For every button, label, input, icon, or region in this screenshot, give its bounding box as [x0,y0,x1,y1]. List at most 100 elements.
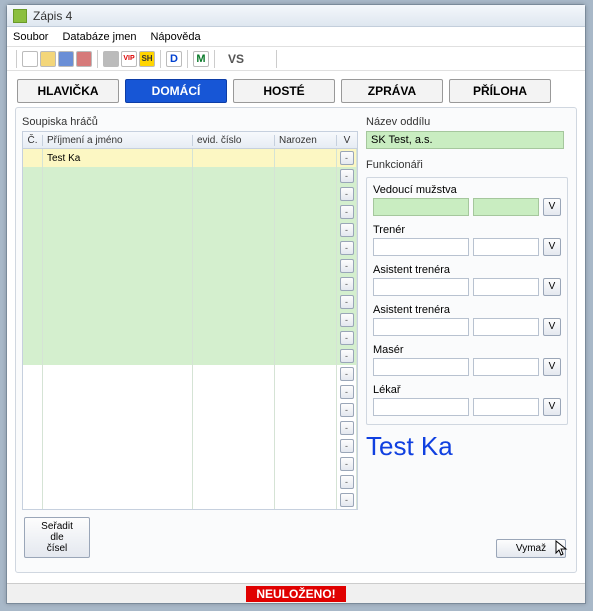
table-row[interactable]: Test Ka- [23,149,357,167]
status-unsaved: NEULOŽENO! [246,586,345,602]
row-remove-button[interactable]: - [340,493,354,507]
vedouci-id-input[interactable] [473,198,539,216]
label-asistent1: Asistent trenéra [373,264,561,276]
row-remove-button[interactable]: - [340,331,354,345]
table-row[interactable]: - [23,329,357,347]
main-tabs: HLAVIČKA DOMÁCÍ HOSTÉ ZPRÁVA PŘÍLOHA [7,71,585,109]
menubar: Soubor Databáze jmen Nápověda [7,27,585,47]
menu-help[interactable]: Nápověda [150,31,200,43]
sort-button[interactable]: Seřadit dle čísel [24,517,90,558]
table-row[interactable]: - [23,419,357,437]
lekar-name-input[interactable] [373,398,469,416]
vedouci-name-input[interactable] [373,198,469,216]
table-row[interactable]: - [23,221,357,239]
asist1-id-input[interactable] [473,278,539,296]
open-icon[interactable] [40,51,56,67]
saveas-icon[interactable] [76,51,92,67]
row-remove-button[interactable]: - [340,259,354,273]
maser-id-input[interactable] [473,358,539,376]
d-button[interactable]: D [166,51,182,67]
table-row[interactable]: - [23,311,357,329]
asist2-name-input[interactable] [373,318,469,336]
row-remove-button[interactable]: - [340,205,354,219]
row-remove-button[interactable]: - [340,367,354,381]
vymaz-button[interactable]: Vymaž [496,539,566,558]
asist1-v-button[interactable]: V [543,278,561,296]
maser-v-button[interactable]: V [543,358,561,376]
trener-id-input[interactable] [473,238,539,256]
row-remove-button[interactable]: - [340,403,354,417]
titlebar: Zápis 4 [7,5,585,27]
new-icon[interactable] [22,51,38,67]
vymaz-label: Vymaž [516,543,546,554]
label-lekar: Lékař [373,384,561,396]
trener-v-button[interactable]: V [543,238,561,256]
table-row[interactable]: - [23,473,357,491]
row-remove-button[interactable]: - [340,151,354,165]
vedouci-v-button[interactable]: V [543,198,561,216]
club-name-input[interactable]: SK Test, a.s. [366,131,564,149]
statusbar: NEULOŽENO! [7,583,585,603]
vs-label: VS [228,52,244,66]
vip-icon[interactable]: VIP [121,51,137,67]
tab-hlavicka[interactable]: HLAVIČKA [17,79,119,103]
save-icon[interactable] [58,51,74,67]
asist2-v-button[interactable]: V [543,318,561,336]
table-row[interactable]: - [23,491,357,509]
cursor-icon [555,540,569,558]
row-remove-button[interactable]: - [340,277,354,291]
table-row[interactable]: - [23,455,357,473]
table-row[interactable]: - [23,365,357,383]
table-row[interactable]: - [23,383,357,401]
selected-player-name: Test Ka [366,431,568,462]
menu-database[interactable]: Databáze jmen [62,31,136,43]
tab-domaci[interactable]: DOMÁCÍ [125,79,227,103]
table-row[interactable]: - [23,257,357,275]
row-remove-button[interactable]: - [340,349,354,363]
label-maser: Masér [373,344,561,356]
maser-name-input[interactable] [373,358,469,376]
window-title: Zápis 4 [33,9,72,23]
trener-name-input[interactable] [373,238,469,256]
row-remove-button[interactable]: - [340,475,354,489]
tab-priloha[interactable]: PŘÍLOHA [449,79,551,103]
row-remove-button[interactable]: - [340,385,354,399]
row-remove-button[interactable]: - [340,169,354,183]
tab-zprava[interactable]: ZPRÁVA [341,79,443,103]
table-row[interactable]: - [23,167,357,185]
table-row[interactable]: - [23,203,357,221]
table-row[interactable]: - [23,401,357,419]
asist1-name-input[interactable] [373,278,469,296]
table-row[interactable]: - [23,239,357,257]
table-row[interactable]: - [23,347,357,365]
table-row[interactable]: - [23,185,357,203]
roster-body: Test Ka-------------------- [22,149,358,510]
row-remove-button[interactable]: - [340,457,354,471]
row-remove-button[interactable]: - [340,313,354,327]
func-title: Funkcionáři [366,159,568,171]
row-remove-button[interactable]: - [340,295,354,309]
row-remove-button[interactable]: - [340,187,354,201]
roster-header: Č. Příjmení a jméno evid. číslo Narozen … [22,131,358,149]
asist2-id-input[interactable] [473,318,539,336]
print-icon[interactable] [103,51,119,67]
label-trener: Trenér [373,224,561,236]
col-name: Příjmení a jméno [43,135,193,146]
tab-hoste[interactable]: HOSTÉ [233,79,335,103]
label-vedouci: Vedoucí mužstva [373,184,561,196]
table-row[interactable]: - [23,437,357,455]
row-remove-button[interactable]: - [340,223,354,237]
toolbar: VIP SH D M VS [7,47,585,71]
row-remove-button[interactable]: - [340,439,354,453]
m-button[interactable]: M [193,51,209,67]
lekar-id-input[interactable] [473,398,539,416]
club-title: Název oddílu [366,116,568,128]
row-remove-button[interactable]: - [340,241,354,255]
label-asistent2: Asistent trenéra [373,304,561,316]
lekar-v-button[interactable]: V [543,398,561,416]
menu-file[interactable]: Soubor [13,31,48,43]
sh-icon[interactable]: SH [139,51,155,67]
table-row[interactable]: - [23,275,357,293]
row-remove-button[interactable]: - [340,421,354,435]
table-row[interactable]: - [23,293,357,311]
